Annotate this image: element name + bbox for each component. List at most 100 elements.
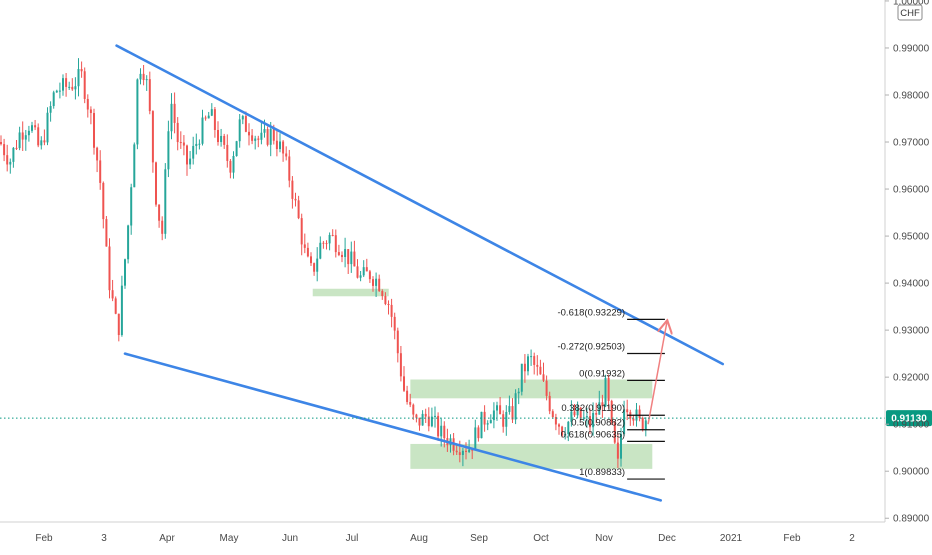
- candle-body: [89, 109, 92, 114]
- candle-body: [350, 251, 353, 265]
- candle-body: [505, 411, 508, 427]
- candle: [12, 147, 15, 168]
- candle: [412, 403, 415, 420]
- candle-body: [124, 259, 126, 286]
- candle: [508, 395, 511, 415]
- candle: [365, 258, 368, 272]
- candle-body: [353, 251, 356, 267]
- candle-body: [542, 374, 545, 381]
- candle: [613, 420, 616, 445]
- candle: [282, 139, 285, 162]
- candle: [465, 442, 467, 460]
- candle: [127, 224, 130, 264]
- x-tick-label: 3: [101, 533, 107, 544]
- candle-body: [99, 160, 102, 183]
- candle-body: [480, 411, 483, 439]
- candle-body: [303, 244, 306, 248]
- candle: [145, 75, 148, 91]
- candle: [461, 447, 464, 467]
- candle-body: [195, 143, 198, 146]
- candle-body: [120, 285, 123, 336]
- candle: [589, 408, 591, 435]
- candle-body: [108, 246, 111, 291]
- candle-body: [427, 416, 430, 427]
- candle: [406, 385, 409, 405]
- candle: [362, 260, 365, 278]
- candle: [170, 93, 173, 140]
- fib-level: 0.382(0.91190): [561, 403, 665, 416]
- candle: [533, 352, 536, 375]
- support-zone: [410, 379, 653, 399]
- candle: [142, 64, 145, 86]
- candle-body: [415, 414, 418, 418]
- candle-body: [390, 304, 393, 317]
- candle-body: [117, 313, 120, 336]
- candle-body: [111, 290, 114, 299]
- candle-body: [434, 415, 436, 417]
- candle: [514, 389, 517, 425]
- candle: [37, 123, 40, 148]
- candle-body: [186, 145, 188, 165]
- candle: [55, 89, 58, 93]
- candle: [440, 417, 443, 447]
- candle-body: [158, 204, 161, 221]
- candle-body: [254, 138, 257, 141]
- candle: [220, 128, 223, 147]
- trendline-lower: [123, 352, 663, 502]
- candle: [626, 399, 629, 421]
- y-tick-label: 0.95000: [893, 232, 930, 243]
- candle-body: [27, 130, 30, 136]
- candle: [455, 444, 458, 456]
- candle: [80, 61, 83, 78]
- candle-body: [582, 417, 585, 419]
- candle: [480, 411, 483, 439]
- candle-body: [502, 414, 505, 427]
- candle: [567, 420, 570, 442]
- candle-body: [527, 356, 529, 372]
- candle-body: [46, 112, 49, 143]
- candle-body: [260, 132, 263, 140]
- candle-body: [80, 69, 83, 72]
- candle-body: [579, 407, 582, 419]
- fib-label: 1(0.89833): [579, 467, 625, 478]
- candle: [489, 414, 492, 424]
- candle-body: [375, 278, 378, 286]
- candle-body: [86, 98, 89, 110]
- candle-body: [136, 79, 139, 145]
- candle: [102, 181, 105, 229]
- fib-label: 0(0.91932): [579, 368, 625, 379]
- candle: [632, 414, 635, 426]
- candle: [71, 78, 74, 91]
- y-tick-label: 0.98000: [893, 90, 930, 101]
- candle: [294, 192, 297, 207]
- candle: [610, 399, 613, 425]
- candle-body: [601, 402, 604, 407]
- candle-body: [37, 127, 40, 146]
- x-tick-label: 2021: [720, 533, 743, 544]
- candle-body: [337, 252, 340, 255]
- candle-body: [248, 131, 250, 136]
- candle-body: [148, 79, 151, 112]
- candle-body: [189, 158, 192, 165]
- candle-body: [403, 376, 405, 391]
- candle: [325, 240, 328, 250]
- candle: [161, 216, 164, 241]
- candle-body: [489, 420, 492, 424]
- candle: [601, 394, 604, 418]
- candle-body: [378, 278, 381, 292]
- candle: [477, 425, 480, 442]
- candle-body: [368, 271, 371, 280]
- candle: [151, 110, 154, 173]
- candle-body: [616, 442, 619, 459]
- candle-body: [455, 450, 458, 453]
- candle: [595, 402, 598, 424]
- candle: [195, 133, 198, 155]
- candle: [198, 139, 201, 150]
- candle: [384, 292, 387, 306]
- y-tick-label: 0.96000: [893, 185, 930, 196]
- candle: [58, 82, 61, 99]
- fibonacci-layer: -0.618(0.93229) -0.272(0.92503) 0(0.91932)…: [557, 307, 667, 480]
- candle-body: [198, 143, 201, 145]
- candle-body: [319, 242, 322, 259]
